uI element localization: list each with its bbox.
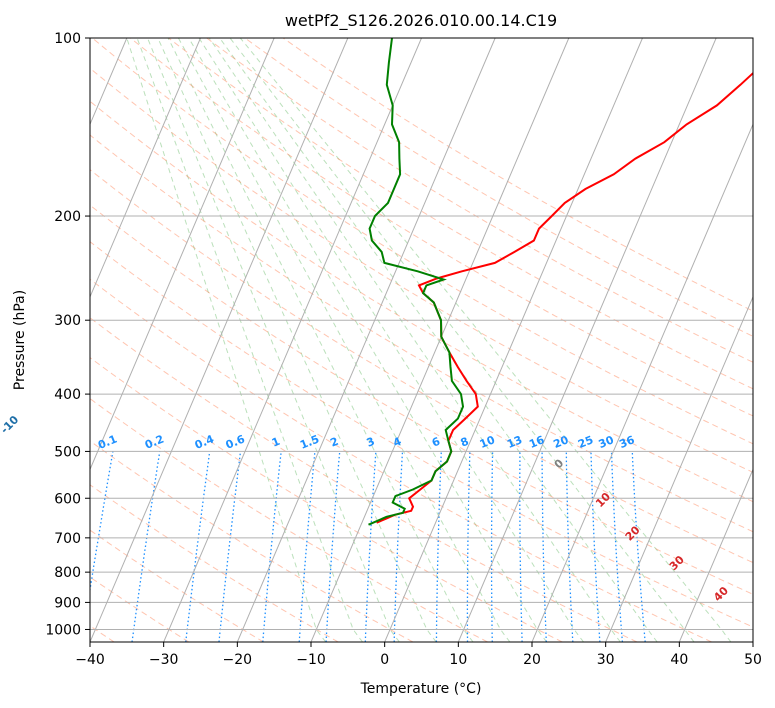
y-axis-label: Pressure (hPa): [12, 290, 28, 390]
isotherm-gridline: [457, 38, 717, 642]
mixing-ratio-line: [218, 451, 242, 642]
mixing-ratio-line: [90, 451, 114, 595]
isotherm-gridline: [163, 38, 422, 642]
dry-adiabat-label: -10: [0, 413, 22, 436]
dry-adiabat: [90, 484, 339, 642]
x-tick-label: −40: [75, 652, 105, 668]
chart-title: wetPf2_S126.2026.010.00.14.C19: [285, 11, 557, 31]
x-tick-label: 0: [380, 652, 389, 668]
moist-adiabat: [167, 38, 474, 642]
dry-adiabat: [91, 38, 753, 445]
plot-area: [90, 38, 753, 642]
mixing-ratio-label: 8: [459, 435, 471, 450]
isotherm-gridline: [90, 38, 349, 642]
x-tick-label: 20: [523, 652, 541, 668]
mixing-ratio-label: 25: [576, 433, 595, 451]
dry-adiabats: [90, 38, 753, 642]
dry-adiabat: [168, 38, 753, 390]
moist-adiabat: [219, 38, 658, 642]
y-tick-label: 700: [54, 531, 81, 547]
dry-adiabat: [244, 38, 753, 337]
dry-adiabat: [90, 241, 753, 628]
isotherm-gridline: [605, 295, 753, 642]
dry-adiabat: [90, 529, 264, 642]
isotherm-gridline: [90, 38, 275, 471]
mixing-ratio-line: [185, 451, 211, 642]
isotherm-gridline: [531, 123, 753, 642]
dry-adiabat: [90, 317, 638, 642]
y-tick-label: 900: [54, 595, 81, 611]
plot-frame: [89, 37, 754, 643]
y-tick-label: 200: [54, 209, 81, 225]
mixing-ratio-label: 3: [365, 435, 377, 450]
grid-lines: [90, 38, 753, 642]
y-tick-label: 500: [54, 444, 81, 460]
axis-ticks: −40 −30 −20 −10 0 10 20 30 40 50 1000 900 800 700 600 5…: [45, 31, 762, 668]
dry-adiabat: [90, 134, 753, 533]
mixing-ratio-line: [262, 451, 282, 642]
x-tick-label: 50: [744, 652, 762, 668]
moist-adiabat: [147, 38, 400, 642]
dry-adiabat: [90, 100, 753, 503]
x-axis-label: Temperature (°C): [360, 681, 482, 697]
x-tick-label: −20: [223, 652, 253, 668]
moist-adiabat: [136, 38, 363, 642]
moist-adiabat: [157, 38, 437, 642]
x-tick-label: 10: [449, 652, 467, 668]
mixing-ratio-label: 1: [270, 435, 282, 450]
isotherm-gridline: [90, 38, 201, 299]
x-tick-label: 40: [670, 652, 688, 668]
moist-adiabat: [198, 38, 584, 642]
y-tick-label: 100: [54, 31, 81, 47]
x-tick-label: −10: [296, 652, 326, 668]
mixing-ratio-label: 16: [527, 433, 546, 451]
dry-adiabat: [90, 357, 563, 642]
dry-adiabat: [90, 278, 712, 642]
y-tick-label: 800: [54, 565, 81, 581]
isotherm-gridline: [310, 38, 570, 642]
isotherm-gridline: [384, 38, 643, 642]
isotherm-gridline: [752, 640, 753, 642]
mixing-ratio-label: 20: [551, 433, 570, 451]
dewpoint-profile: [368, 38, 465, 526]
x-tick-label: −30: [149, 652, 179, 668]
dry-adiabat: [130, 38, 753, 417]
moist-adiabat: [126, 38, 327, 642]
moist-adiabat: [208, 38, 621, 642]
y-tick-label: 1000: [45, 622, 81, 638]
y-tick-label: 300: [54, 313, 81, 329]
mixing-ratio-label: 36: [617, 433, 636, 451]
x-tick-label: 30: [597, 652, 615, 668]
mixing-ratio-label: 13: [505, 433, 524, 451]
mixing-ratio-label: 30: [597, 433, 616, 451]
mixing-ratio-label: 2: [328, 435, 340, 450]
dry-adiabat: [90, 204, 753, 595]
mixing-ratio-label: 10: [478, 433, 497, 451]
y-tick-label: 600: [54, 491, 81, 507]
sounding-profiles: [368, 38, 753, 526]
dry-adiabat: [282, 38, 753, 312]
isotherm-gridline: [236, 38, 496, 642]
moist-adiabat: [188, 38, 548, 642]
isotherm-gridline: [678, 468, 753, 642]
moist-adiabat: [177, 38, 511, 642]
moist-adiabat: [229, 38, 695, 642]
y-tick-label: 400: [54, 387, 81, 403]
